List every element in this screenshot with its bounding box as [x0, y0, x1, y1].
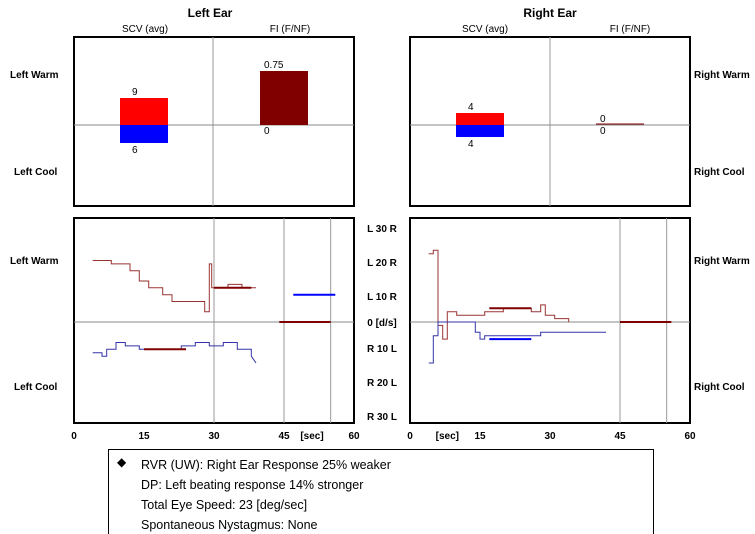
right-ear-title: Right Ear: [523, 6, 577, 20]
side-label-right-cool-top: Right Cool: [694, 167, 745, 178]
side-label-right-warm-bottom: Right Warm: [694, 256, 750, 267]
side-label-right-cool-bottom: Right Cool: [694, 382, 745, 393]
summary-box: ◆ RVR (UW): Right Ear Response 25% weake…: [108, 449, 654, 534]
mid-axis-tick: 0 [d/s]: [367, 318, 396, 329]
left-fi-warm-label: 0.75: [264, 60, 284, 71]
summary-line-total-eye-speed: Total Eye Speed: 23 [deg/sec]: [141, 498, 308, 512]
left-warm-trace: [92, 260, 256, 313]
trace-marks: [92, 218, 672, 423]
mid-axis-tick: R 30 L: [367, 412, 397, 423]
left-x-tick-label: 0: [71, 431, 77, 442]
right-scv-cool-bar: [456, 125, 504, 137]
side-label-left-warm-bottom: Left Warm: [10, 256, 59, 267]
left-x-tick-label: 15: [138, 431, 150, 442]
right-scv-cool-label: 4: [468, 139, 474, 150]
right-scv-warm-bar: [456, 113, 504, 125]
mid-axis-tick: R 10 L: [367, 344, 397, 355]
right-fi-header: FI (F/NF): [610, 24, 651, 35]
right-cool-trace: [428, 321, 606, 364]
right-fi-warm-label: 0: [600, 114, 606, 125]
right-x-tick-label: 60: [684, 431, 696, 442]
left-fi-cool-label: 0: [264, 126, 270, 137]
left-scv-warm-label: 9: [132, 87, 138, 98]
side-label-right-warm-top: Right Warm: [694, 70, 750, 81]
mid-axis-tick: L 10 R: [367, 292, 398, 303]
right-x-tick-label: 0: [407, 431, 413, 442]
left-scv-warm-bar: [120, 98, 168, 125]
left-cool-trace: [92, 342, 257, 364]
right-warm-trace: [428, 249, 570, 340]
right-scv-header: SCV (avg): [462, 24, 508, 35]
right-scv-warm-label: 4: [468, 102, 474, 113]
left-fi-warm-bar: [260, 71, 308, 125]
x-tick-labels: 0 15 30 45 [sec] 60 0 [sec] 15 30 45 60: [71, 431, 696, 442]
side-label-left-warm-top: Left Warm: [10, 70, 59, 81]
right-fi-cool-label: 0: [600, 126, 606, 137]
left-scv-header: SCV (avg): [122, 24, 168, 35]
right-x-tick-label: 45: [614, 431, 626, 442]
left-scv-cool-label: 6: [132, 145, 138, 156]
summary-line-spontaneous: Spontaneous Nystagmus: None: [141, 518, 318, 532]
side-label-left-cool-bottom: Left Cool: [14, 382, 58, 393]
right-trace-panel-frame: [409, 217, 691, 424]
summary-line-rvr: RVR (UW): Right Ear Response 25% weaker: [141, 458, 391, 472]
left-x-tick-label: [sec]: [300, 431, 323, 442]
mid-axis-tick: L 30 R: [367, 224, 398, 235]
right-x-tick-label: 15: [474, 431, 486, 442]
right-x-tick-label: [sec]: [436, 431, 459, 442]
summary-line-dp: DP: Left beating response 14% stronger: [141, 478, 364, 492]
diamond-bullet-icon: ◆: [117, 455, 127, 469]
left-scv-cool-bar: [120, 125, 168, 143]
side-label-left-cool-top: Left Cool: [14, 167, 58, 178]
right-x-tick-label: 30: [544, 431, 556, 442]
left-x-tick-label: 60: [348, 431, 360, 442]
mid-axis-tick: L 20 R: [367, 258, 398, 269]
mid-axis-tick: R 20 L: [367, 378, 397, 389]
left-ear-title: Left Ear: [188, 6, 233, 20]
left-bar-panel-frame: [73, 36, 355, 207]
left-x-tick-label: 30: [208, 431, 220, 442]
left-x-tick-label: 45: [278, 431, 290, 442]
left-fi-header: FI (F/NF): [270, 24, 311, 35]
